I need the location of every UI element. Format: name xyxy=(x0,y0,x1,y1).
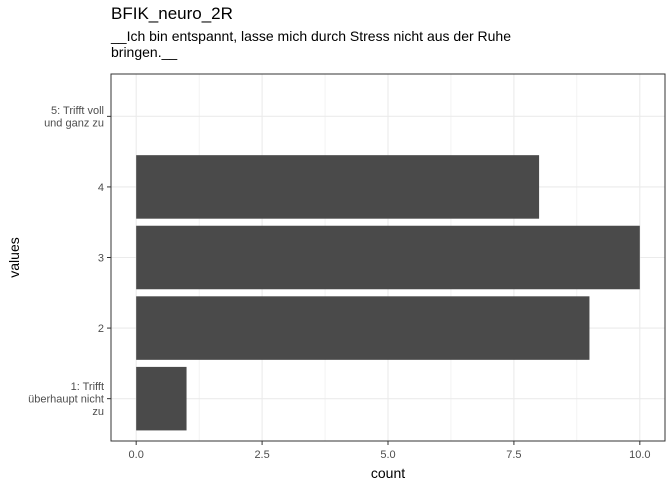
y-tick-label: 3 xyxy=(98,253,104,265)
x-tick-label: 10.0 xyxy=(629,449,650,461)
y-tick-label: 5: Trifft voll und ganz zu xyxy=(44,105,104,130)
chart-subtitle: __Ich bin entspannt, lasse mich durch St… xyxy=(111,28,511,60)
bars xyxy=(136,155,640,431)
bar xyxy=(136,366,187,431)
x-axis-title: count xyxy=(371,465,405,481)
y-axis-title: values xyxy=(6,237,22,277)
x-tick-label: 2.5 xyxy=(254,449,269,461)
axes: 0.0 2.5 5.0 7.5 10.0 1: Trifft überhaupt nicht… xyxy=(28,105,650,461)
bar xyxy=(136,225,640,290)
x-tick-label: 7.5 xyxy=(506,449,521,461)
chart-title: BFIK_neuro_2R xyxy=(111,4,233,23)
bar xyxy=(136,155,540,219)
y-tick-label: 4 xyxy=(98,182,104,194)
x-tick-label: 0.0 xyxy=(129,449,144,461)
y-tick-label: 1: Trifft überhaupt nicht zu xyxy=(28,381,104,418)
bar xyxy=(136,296,590,360)
y-tick-label: 2 xyxy=(98,323,104,335)
x-tick-label: 5.0 xyxy=(380,449,395,461)
